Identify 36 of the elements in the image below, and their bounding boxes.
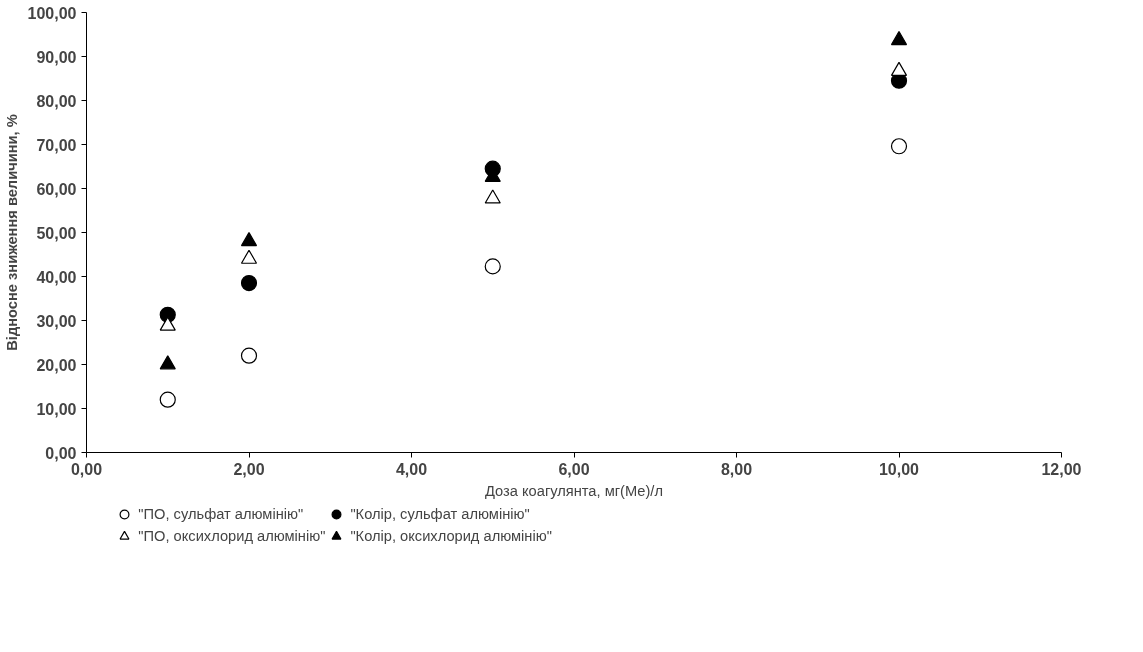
y-axis-title: Відносне зниження величини, % (3, 114, 20, 351)
x-axis-title: Доза коагулянта, мг(Ме)/л (485, 482, 664, 499)
x-tick-label: 8,00 (720, 460, 753, 478)
point (240, 347, 258, 364)
legend-label: "Колір, оксихлорид алюмінію" (350, 528, 552, 544)
y-tick-label: 40,00 (36, 268, 77, 286)
legend-label: "ПО, сульфат алюмінію" (138, 506, 304, 522)
point (159, 391, 176, 408)
x-tick-label: 4,00 (395, 460, 428, 478)
point (890, 138, 908, 155)
legend-label: "ПО, оксихлорид алюмінію" (138, 528, 326, 544)
y-tick-label: 10,00 (36, 400, 77, 418)
point (240, 275, 258, 292)
y-tick-label: 0,00 (45, 444, 77, 462)
legend-label: "Колір, сульфат алюмінію" (350, 506, 530, 522)
point (484, 189, 501, 204)
x-tick-label: 12,00 (1041, 460, 1082, 478)
x-tick-label: 6,00 (558, 460, 590, 478)
point (159, 355, 176, 370)
x-tick-label: 10,00 (878, 460, 920, 478)
y-tick-label: 60,00 (36, 180, 77, 198)
y-tick-label: 70,00 (36, 136, 77, 154)
x-tick-label: 2,00 (233, 460, 265, 478)
y-tick-label: 90,00 (36, 48, 77, 66)
y-tick-label: 20,00 (36, 356, 77, 374)
point (159, 316, 176, 331)
point (240, 232, 258, 247)
y-tick-label: 50,00 (36, 224, 77, 242)
point (890, 61, 908, 76)
point (240, 249, 258, 264)
y-tick-label: 100,00 (27, 4, 77, 22)
y-tick-label: 80,00 (36, 92, 77, 110)
point (484, 258, 501, 275)
y-tick-label: 30,00 (36, 312, 77, 330)
point (890, 30, 908, 46)
x-tick-label: 0,00 (70, 460, 103, 478)
